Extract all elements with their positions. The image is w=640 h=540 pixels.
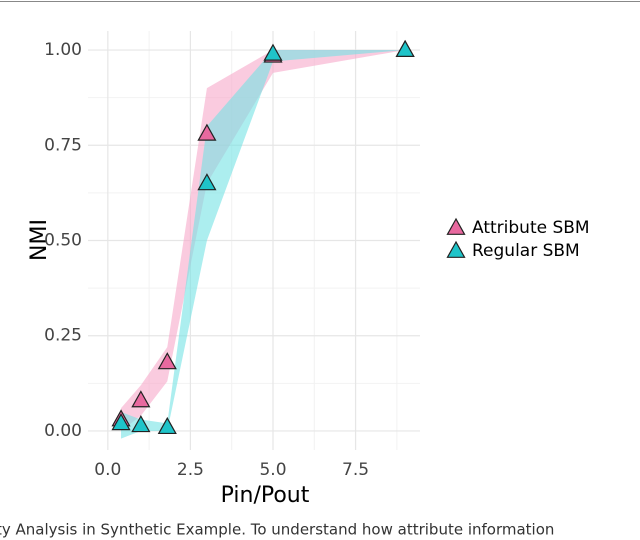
point (131, 415, 151, 433)
x-tick-label: 2.5 (177, 460, 204, 480)
legend-label: Regular SBM (472, 241, 580, 261)
x-tick-label: 7.5 (342, 460, 369, 480)
legend-swatch (446, 240, 466, 258)
point (395, 39, 415, 57)
legend-label: Attribute SBM (472, 218, 590, 238)
point (157, 416, 177, 435)
point (157, 352, 177, 370)
x-axis-title: Pin/Pout (221, 483, 310, 508)
legend-swatch (446, 217, 466, 235)
y-tick-label: 0.50 (44, 231, 82, 251)
point (131, 390, 151, 408)
point (197, 173, 217, 191)
y-tick-label: 0.75 (44, 135, 82, 155)
point (197, 123, 217, 141)
x-tick-label: 0.0 (94, 460, 121, 480)
y-axis-title: NMI (27, 219, 52, 261)
point (111, 413, 131, 431)
y-tick-label: 0.25 (44, 326, 82, 346)
y-tick-label: 0.00 (44, 421, 82, 441)
caption: ty Analysis in Synthetic Example. To und… (0, 521, 554, 539)
y-tick-label: 1.00 (44, 40, 82, 60)
point (263, 43, 283, 61)
x-tick-label: 5.0 (259, 460, 286, 480)
confidence-band (121, 50, 406, 431)
